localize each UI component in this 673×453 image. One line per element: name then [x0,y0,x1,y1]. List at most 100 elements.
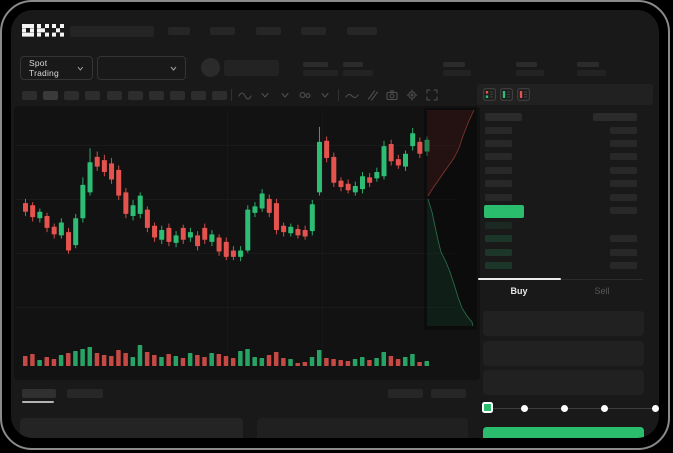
indicators-icon[interactable] [298,88,312,102]
pair-dropdown[interactable] [97,56,186,80]
volume-bar [345,361,351,366]
orderbook-bid-price[interactable] [485,262,512,270]
orderbook-ask-price[interactable] [485,166,512,174]
draw-tool-icon[interactable] [365,88,379,102]
ticker-stat-label [303,62,328,67]
candle-body [352,185,358,193]
bottom-meta-placeholder[interactable] [388,389,423,398]
timeframe-chip[interactable] [64,91,79,100]
volume-bar [302,362,308,366]
candle-body [30,205,36,218]
timeframe-chip[interactable] [170,91,185,100]
market-type-dropdown[interactable]: Spot Trading [20,56,93,80]
amount-slider-track[interactable] [488,407,655,409]
candle-body [137,195,143,214]
slider-step-dot[interactable] [560,404,568,412]
slider-step-dot[interactable] [520,404,528,412]
slider-step-dot[interactable] [600,404,608,412]
volume-bar [281,358,286,366]
book-split-view-icon[interactable] [483,88,496,101]
interval-chevron-icon[interactable] [278,88,292,102]
price-input[interactable] [483,311,644,336]
timeframe-chip[interactable] [22,91,37,100]
bottom-tab-placeholder[interactable] [67,389,103,398]
bottom-tab-placeholder[interactable] [22,389,56,398]
timeframe-chip[interactable] [191,91,206,100]
orderbook-bid-amount [610,262,637,270]
slider-step-dot[interactable] [651,404,659,412]
orderbook-ask-price[interactable] [485,126,512,134]
bottom-meta-placeholder[interactable] [431,389,466,398]
buy-submit-button[interactable] [483,427,644,438]
chevron-down-icon [77,66,84,71]
h-gridline [16,253,456,254]
candle-body [302,230,308,237]
camera-icon[interactable] [385,88,399,102]
settings-icon[interactable] [405,88,419,102]
chevron-down-icon[interactable] [258,88,272,102]
volume-bar [173,356,179,366]
volume-bar [245,349,250,366]
book-asks-view-icon[interactable] [517,88,530,101]
candle-body [388,144,394,162]
orderbook-ask-amount [610,193,637,201]
timeframe-chip[interactable] [85,91,100,100]
orderbook-bid-price[interactable] [485,235,512,243]
timeframe-chip[interactable] [212,91,227,100]
candle-body [359,176,365,190]
timeframe-chip[interactable] [107,91,122,100]
nav-search-placeholder[interactable] [70,26,154,37]
volume-bar [288,359,293,366]
timeframe-chip[interactable] [128,91,143,100]
timeframe-chip[interactable] [149,91,164,100]
candlestick-chart[interactable] [14,106,480,380]
book-bids-view-icon[interactable] [500,88,513,101]
candle-body [58,222,64,236]
orderbook-ask-price[interactable] [485,193,512,201]
orderbook-bid-price[interactable] [485,222,512,229]
amount-input[interactable] [483,340,644,366]
h-gridline [16,307,456,308]
tab-sell[interactable]: Sell [594,286,610,296]
trendline-tool-icon[interactable] [345,88,359,102]
orderbook-ask-price[interactable] [485,139,512,147]
candle-body [166,227,172,242]
volume-bar [66,353,71,366]
total-input[interactable] [483,370,644,395]
volume-bar [230,358,236,366]
volume-bar [94,353,100,366]
volume-bar [417,362,422,366]
nav-item-placeholder[interactable] [347,27,377,35]
candle-body [37,211,43,219]
candle-body [295,228,301,236]
volume-bar [331,359,336,366]
chevron-down-icon [170,66,177,71]
orderbook-ask-price[interactable] [485,153,512,161]
fullscreen-icon[interactable] [425,88,439,102]
volume-bar [109,356,114,366]
candle-body [159,230,165,240]
tab-buy[interactable]: Buy [510,286,528,296]
nav-item-placeholder[interactable] [210,27,235,35]
volume-bar [116,350,121,366]
candle-body [109,163,115,180]
orderbook-bid-price[interactable] [485,248,512,256]
chevron-down-icon[interactable] [318,88,332,102]
volume-bar [316,350,322,366]
nav-item-placeholder[interactable] [168,27,190,35]
chart-toolbar [231,87,439,103]
candle-body [410,133,416,147]
amount-slider-handle[interactable] [482,402,493,413]
orderbook-ask-price[interactable] [485,180,512,188]
candle-style-icon[interactable] [238,88,252,102]
okx-logo[interactable] [22,24,64,37]
volume-bar [359,357,365,366]
nav-item-placeholder[interactable] [256,27,281,35]
volume-bar [381,352,386,366]
orderbook-last-amount [610,207,637,214]
timeframe-chip[interactable] [43,91,58,100]
nav-item-placeholder[interactable] [301,27,326,35]
depth-asks-area [427,110,474,196]
ticker-stat-value [343,69,373,76]
v-gridline [227,110,228,366]
